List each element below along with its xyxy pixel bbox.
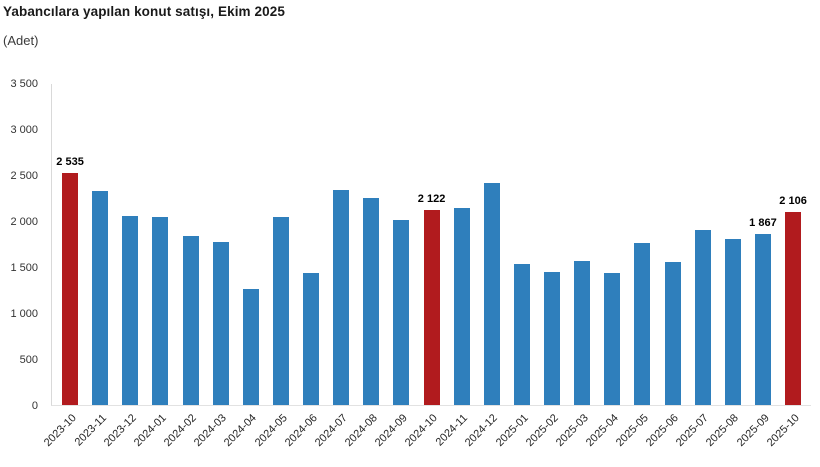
x-axis-tick-label-2025-04: 2025-04: [583, 412, 621, 450]
bar-slot-2025-06: 2025-06: [644, 84, 688, 449]
x-axis-tick-label-2024-06: 2024-06: [282, 412, 320, 450]
bar-2024-01: [152, 216, 169, 405]
bar-slot-2025-05: 2025-05: [614, 84, 657, 449]
bar-slot-2025-01: 2025-01: [493, 84, 537, 449]
bar-slot-2024-08: 2024-08: [343, 84, 386, 449]
value-label-2023-10: 2 535: [56, 155, 84, 168]
y-axis-tick-label: 500: [19, 353, 38, 366]
bar-2025-08: [724, 238, 741, 405]
x-axis-tick-label-2024-12: 2024-12: [463, 412, 501, 450]
highlighted-bar-2023-10: [62, 172, 79, 405]
y-axis-tick-label: 1 500: [10, 261, 38, 274]
x-axis-tick-label-2024-09: 2024-09: [372, 412, 410, 450]
bar-slot-2024-04: 2024-04: [222, 84, 266, 449]
bar-2024-08: [363, 198, 380, 405]
x-axis-tick-label-2023-10: 2023-10: [41, 412, 79, 450]
x-axis-tick-label-2024-01: 2024-01: [131, 412, 169, 450]
x-axis-tick-label-2025-01: 2025-01: [493, 412, 531, 450]
bar-2024-05: [272, 216, 289, 405]
x-axis-tick-label-2025-08: 2025-08: [704, 412, 742, 450]
x-axis-tick-label-2024-02: 2024-02: [162, 412, 200, 450]
value-label-2025-09: 1 867: [749, 216, 777, 229]
x-axis-tick-label-2025-10: 2025-10: [764, 412, 802, 450]
bar-slot-2023-10: 2 535 2023-10: [42, 84, 85, 450]
x-axis-tick-label-2024-08: 2024-08: [342, 412, 380, 450]
y-axis-tick-label: 2 500: [10, 169, 38, 182]
x-axis-tick-label-2025-05: 2025-05: [613, 412, 651, 450]
bar-slot-2024-12: 2024-12: [463, 84, 507, 449]
bar-2025-09: [754, 233, 771, 405]
x-axis-tick-label-2024-05: 2024-05: [252, 412, 290, 450]
y-axis-tick-label: 2 000: [10, 215, 38, 228]
value-label-2024-10: 2 122: [417, 193, 446, 206]
bar-slot-2025-09: 1 867 2025-09: [734, 84, 778, 449]
bar-2024-09: [393, 219, 410, 405]
bar-2024-06: [303, 273, 320, 405]
chart-title: Yabancılara yapılan konut satışı, Ekim 2…: [3, 4, 285, 19]
bar-2025-05: [634, 243, 651, 405]
bar-2025-07: [694, 229, 711, 405]
chart-unit-label: (Adet): [3, 33, 39, 48]
x-axis-tick-label-2025-07: 2025-07: [674, 412, 712, 450]
y-axis-tick-label: 3 500: [10, 77, 38, 90]
bar-slot-2023-12: 2023-12: [102, 84, 145, 449]
bar-slot-2024-11: 2024-11: [434, 84, 477, 448]
bar-2023-12: [122, 216, 139, 405]
bar-2025-02: [544, 271, 561, 405]
bar-slot-2025-02: 2025-02: [524, 84, 567, 449]
bar-slot-2025-03: 2025-03: [554, 84, 597, 449]
bar-2024-07: [333, 190, 350, 405]
x-axis-tick-label-2024-10: 2024-10: [403, 412, 441, 450]
bar-slot-2024-07: 2024-07: [313, 84, 356, 449]
bar-slot-2025-08: 2025-08: [704, 84, 748, 449]
x-axis-tick-label-2025-03: 2025-03: [553, 412, 591, 450]
x-axis-tick-label-2023-11: 2023-11: [72, 412, 109, 449]
bar-2025-04: [604, 273, 621, 405]
x-axis-tick-label-2024-04: 2024-04: [222, 412, 260, 450]
highlighted-bar-2024-10: [423, 210, 440, 405]
bar-2025-06: [664, 261, 681, 405]
bar-2025-03: [574, 260, 591, 405]
bar-2024-04: [242, 289, 259, 405]
highlighted-bar-2025-10: [785, 211, 802, 405]
x-axis-tick-label-2024-03: 2024-03: [192, 412, 230, 450]
bar-2024-02: [182, 236, 199, 405]
bar-slot-2024-10: 2 122 2024-10: [403, 84, 447, 449]
bar-2024-12: [483, 183, 500, 405]
x-axis-tick-label-2025-09: 2025-09: [734, 412, 772, 450]
bar-slot-2024-06: 2024-06: [283, 84, 326, 449]
bar-2024-11: [453, 208, 470, 405]
x-axis-tick-label-2023-12: 2023-12: [101, 412, 139, 450]
bar-slot-2024-02: 2024-02: [162, 84, 206, 449]
value-label-2025-10: 2 106: [779, 194, 807, 207]
bar-slot-2023-11: 2023-11: [72, 84, 115, 448]
y-axis-tick-label: 1 000: [10, 307, 38, 320]
bar-slot-2025-04: 2025-04: [584, 84, 627, 449]
bar-slot-2025-07: 2025-07: [674, 84, 718, 449]
bar-slot-2024-05: 2024-05: [252, 84, 296, 449]
bar-slot-2024-03: 2024-03: [192, 84, 236, 449]
bar-slot-2025-10: 2 106 2025-10: [765, 84, 808, 449]
y-axis-tick-label: 0: [31, 399, 38, 412]
bar-2025-01: [513, 263, 530, 405]
bar-2023-11: [92, 190, 109, 405]
bar-2024-03: [212, 242, 229, 405]
x-axis-tick-label-2025-06: 2025-06: [644, 412, 682, 450]
x-axis-tick-label-2025-02: 2025-02: [523, 412, 561, 450]
bar-slot-2024-09: 2024-09: [373, 84, 416, 449]
y-axis: 3 500 3 000 2 500 2 000 1 500 1 000 500 0: [0, 78, 38, 412]
plot-area: 2 535 2023-10 2023-11 2023-12 2024-01 2024-02…: [42, 84, 811, 450]
x-axis-tick-label-2024-07: 2024-07: [312, 412, 350, 450]
y-axis-tick-label: 3 000: [10, 123, 38, 136]
bar-slot-2024-01: 2024-01: [132, 84, 175, 449]
